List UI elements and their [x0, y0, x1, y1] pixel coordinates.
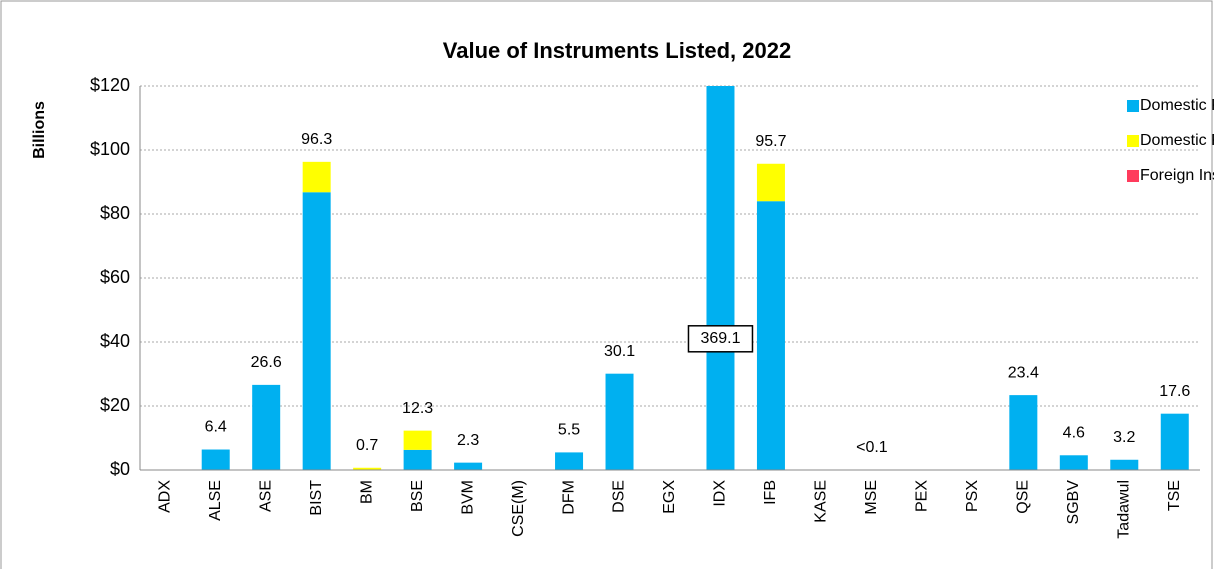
x-tick-label: Tadawul	[1116, 480, 1133, 539]
y-tick-label: $20	[100, 395, 130, 415]
bar-segment	[403, 430, 432, 450]
data-label: 17.6	[1159, 383, 1190, 400]
bar-segment	[706, 86, 735, 470]
x-tick-label: IDX	[712, 480, 729, 507]
x-tick-label: CSE(M)	[510, 480, 527, 537]
data-label: 4.6	[1063, 424, 1085, 441]
y-tick-label: $60	[100, 267, 130, 287]
legend-label: Foreign Instruments	[1140, 167, 1214, 184]
x-tick-label: BIST	[308, 480, 325, 516]
x-tick-label: PSX	[964, 480, 981, 512]
label-box	[687, 325, 754, 353]
y-tick-label: $40	[100, 331, 130, 351]
y-tick-label: $0	[110, 459, 130, 479]
bar-segment	[403, 449, 432, 470]
x-tick-label: PEX	[914, 480, 931, 512]
x-tick-label: SGBV	[1065, 480, 1082, 525]
bars	[201, 86, 1189, 470]
bar-segment	[1009, 395, 1038, 470]
bar-segment	[1160, 413, 1189, 470]
x-tick-label: BSE	[409, 480, 426, 512]
legend-swatch	[1127, 100, 1139, 112]
bar-segment	[756, 201, 785, 470]
data-label: 26.6	[251, 354, 282, 371]
bar-segment	[605, 373, 634, 470]
bar-segment	[302, 161, 331, 193]
data-label: 0.7	[356, 437, 378, 454]
bar-segment	[201, 449, 230, 470]
x-tick-label: QSE	[1015, 480, 1032, 514]
x-tick-label: KASE	[813, 480, 830, 523]
bar-segment	[555, 452, 584, 470]
data-label: 369.1	[700, 330, 740, 347]
bar-segment	[252, 384, 281, 470]
x-tick-label: DSE	[611, 480, 628, 513]
x-tick-label: ASE	[257, 480, 274, 512]
y-axis-label: Billions	[31, 101, 48, 159]
bar-segment	[1110, 459, 1139, 470]
x-tick-label: BVM	[459, 480, 476, 515]
x-tick-label: DFM	[560, 480, 577, 515]
data-label: 12.3	[402, 400, 433, 417]
legend-swatch	[1127, 135, 1139, 147]
data-label: 23.4	[1008, 364, 1039, 381]
bar-segment	[353, 467, 382, 470]
bar-segment	[756, 163, 785, 202]
x-tick-label: IFB	[762, 480, 779, 505]
x-tick-label: ALSE	[207, 480, 224, 521]
y-tick-label: $100	[90, 139, 130, 159]
legend-label: Domestic Public Instruments	[1140, 97, 1214, 114]
legend-label: Domestic Private Instruments	[1140, 132, 1214, 149]
data-label: 95.7	[755, 133, 786, 150]
x-tick-label: MSE	[863, 480, 880, 515]
x-tick-label: EGX	[661, 480, 678, 514]
data-label: 96.3	[301, 131, 332, 148]
x-tick-label: TSE	[1166, 480, 1183, 511]
data-label: 2.3	[457, 432, 479, 449]
data-label: 30.1	[604, 343, 635, 360]
y-tick-label: $120	[90, 75, 130, 95]
data-label: <0.1	[856, 439, 888, 456]
data-label: 3.2	[1113, 429, 1135, 446]
x-tick-label: ADX	[156, 480, 173, 513]
legend-swatch	[1127, 170, 1139, 182]
bar-segment	[454, 462, 483, 470]
data-label: 6.4	[205, 419, 227, 436]
bar-segment	[302, 192, 331, 470]
x-tick-label: BM	[358, 480, 375, 504]
data-label: 5.5	[558, 422, 580, 439]
chart-title: Value of Instruments Listed, 2022	[443, 38, 791, 63]
bar-segment	[1059, 455, 1088, 470]
y-tick-label: $80	[100, 203, 130, 223]
